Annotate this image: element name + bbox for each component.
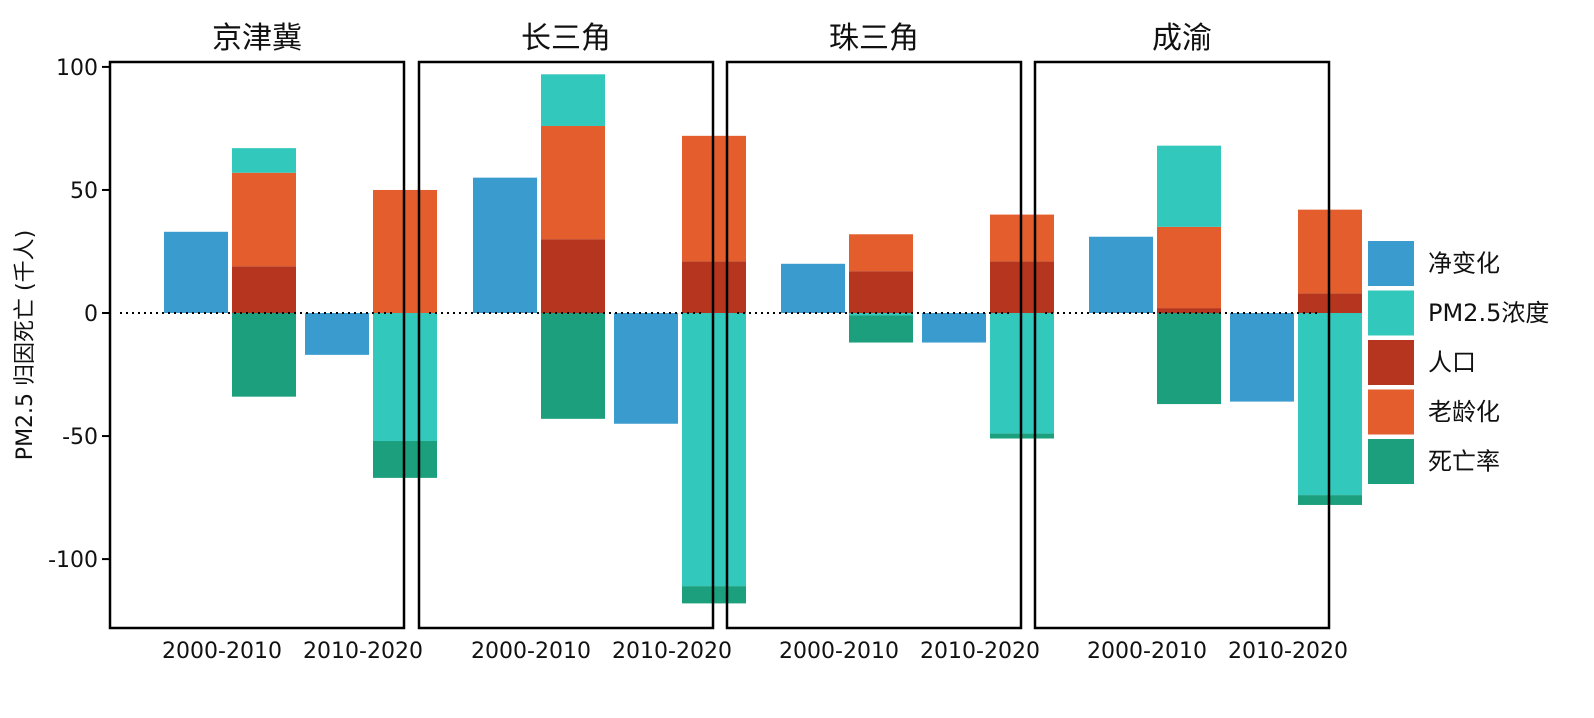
legend-label-net: 净变化 [1428, 250, 1500, 278]
x-tick-label: 2000-2010 [779, 639, 899, 664]
legend-label-pm25: PM2.5浓度 [1428, 299, 1549, 327]
panel-frame [108, 60, 406, 630]
legend-swatch-population [1368, 340, 1414, 385]
y-tick-label: 0 [84, 302, 98, 327]
panel-title: 京津冀 [212, 21, 302, 56]
bar-mortality-2-0 [849, 315, 913, 343]
bar-mortality-3-0 [1157, 313, 1221, 405]
bar-net-0-0 [164, 231, 228, 314]
bar-aging-0-0 [232, 172, 296, 267]
x-tick-label: 2000-2010 [471, 639, 591, 664]
bar-mortality-0-0 [232, 313, 296, 397]
bar-net-1-1 [614, 313, 678, 424]
bar-pm25-0-0 [232, 148, 296, 173]
bar-net-2-0 [781, 263, 845, 314]
bar-pm25-2-0 [849, 313, 913, 316]
y-tick-label: -100 [48, 548, 98, 573]
x-tick-label: 2010-2020 [920, 639, 1040, 664]
legend-label-population: 人口 [1428, 349, 1476, 377]
bar-population-3-0 [1157, 308, 1221, 314]
legend-swatch-pm25 [1368, 290, 1414, 336]
bar-population-0-0 [232, 266, 296, 314]
x-tick-label: 2000-2010 [1087, 639, 1207, 664]
x-tick-label: 2010-2020 [303, 639, 423, 664]
bar-net-3-0 [1089, 236, 1153, 314]
bar-aging-3-0 [1157, 226, 1221, 309]
legend-swatch-net [1368, 241, 1414, 286]
x-tick-label: 2010-2020 [1228, 639, 1348, 664]
bar-population-2-0 [849, 271, 913, 314]
bar-net-0-1 [305, 313, 369, 355]
bar-aging-1-0 [541, 125, 605, 240]
bar-net-1-0 [473, 177, 537, 314]
bar-mortality-1-0 [541, 313, 605, 419]
legend-swatch-mortality [1368, 439, 1414, 484]
panel-frame [1033, 60, 1331, 630]
legend-swatch-aging [1368, 389, 1414, 435]
legend-label-mortality: 死亡率 [1428, 448, 1500, 476]
y-tick-label: 50 [70, 179, 98, 204]
y-tick-label: 100 [56, 56, 98, 81]
x-tick-label: 2000-2010 [162, 639, 282, 664]
panel-title: 长三角 [521, 21, 611, 56]
x-tick-label: 2010-2020 [612, 639, 732, 664]
panel-frame [417, 60, 715, 630]
y-tick-label: -50 [62, 425, 98, 450]
bar-pm25-1-0 [541, 74, 605, 126]
bar-net-3-1 [1230, 313, 1294, 402]
panel-title: 成渝 [1152, 21, 1212, 56]
y-axis-title: PM2.5 归因死亡 (千人) [13, 230, 38, 460]
panel-frame [725, 60, 1023, 630]
legend-label-aging: 老龄化 [1428, 398, 1500, 426]
panel-title: 珠三角 [829, 21, 919, 56]
bar-net-2-1 [922, 313, 986, 343]
bar-population-1-0 [541, 239, 605, 314]
bar-pm25-3-0 [1157, 145, 1221, 227]
bar-aging-2-0 [849, 234, 913, 272]
